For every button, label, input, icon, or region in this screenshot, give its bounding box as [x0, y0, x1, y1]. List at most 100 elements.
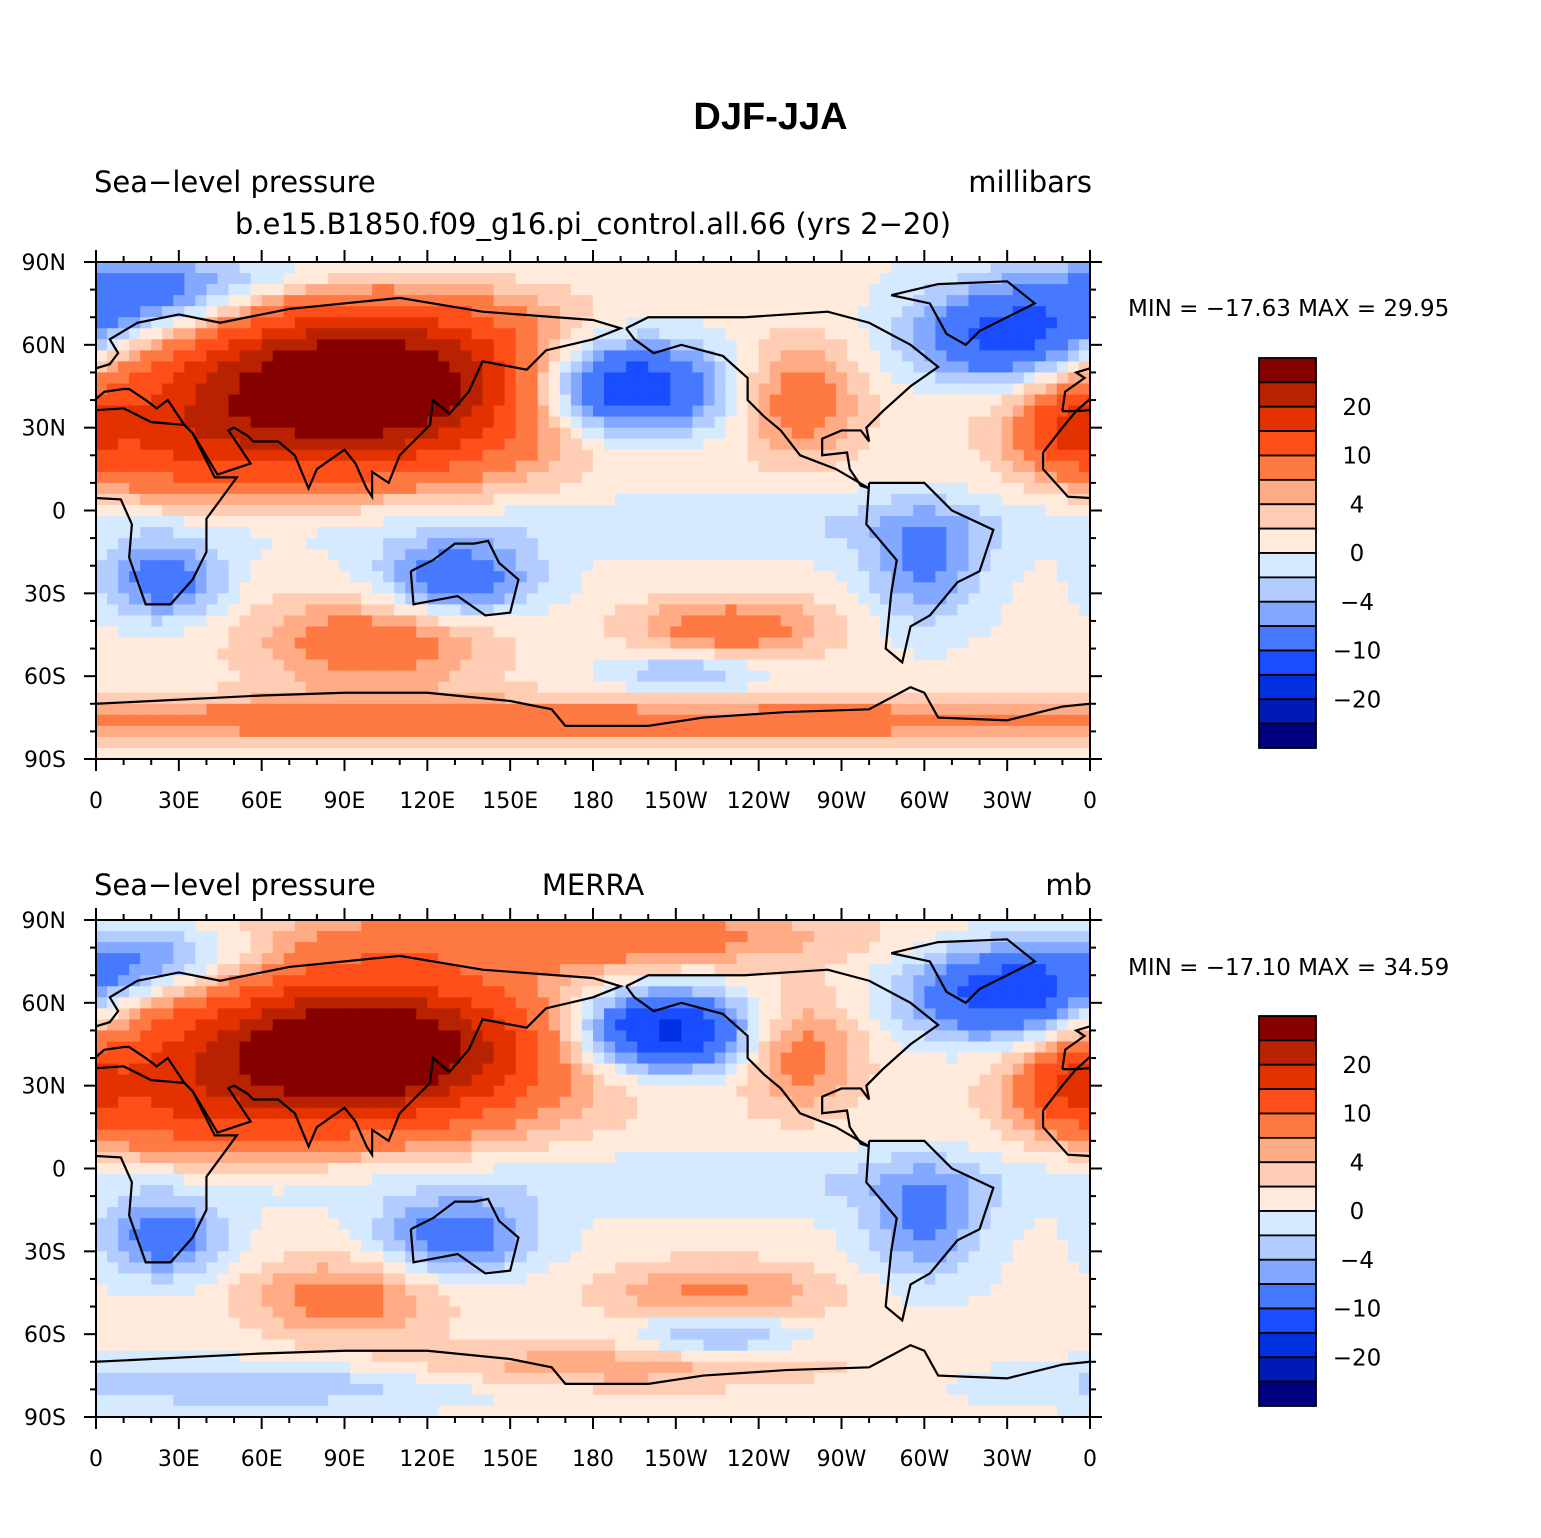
- field-cell: [438, 504, 451, 517]
- field-cell: [736, 405, 749, 418]
- field-cell: [968, 339, 981, 351]
- field-cell: [604, 747, 616, 759]
- field-cell: [449, 438, 462, 451]
- field-cell: [615, 372, 627, 385]
- field-cell: [350, 648, 362, 661]
- field-cell: [615, 538, 627, 550]
- field-cell: [526, 262, 539, 274]
- field-cell: [350, 604, 362, 617]
- field-cell: [107, 736, 119, 749]
- field-cell: [648, 615, 660, 628]
- field-cell: [217, 593, 230, 605]
- field-cell: [96, 273, 108, 285]
- field-cell: [438, 714, 451, 727]
- colorbar-box: [1258, 600, 1317, 628]
- field-cell: [239, 571, 252, 583]
- field-cell: [206, 350, 219, 362]
- field-cell: [858, 714, 870, 727]
- field-cell: [548, 350, 561, 362]
- field-cell: [1012, 383, 1025, 396]
- field-cell: [615, 527, 627, 539]
- field-cell: [338, 405, 351, 418]
- field-cell: [372, 670, 384, 683]
- field-cell: [316, 549, 329, 561]
- field-cell: [604, 560, 616, 572]
- field-cell: [780, 549, 793, 561]
- field-cell: [935, 504, 948, 517]
- field-cell: [129, 920, 141, 932]
- field-cell: [239, 736, 252, 749]
- field-cell: [968, 449, 981, 462]
- field-cell: [239, 471, 252, 484]
- field-cell: [228, 560, 241, 572]
- field-cell: [427, 504, 439, 517]
- field-cell: [493, 504, 506, 517]
- field-cell: [681, 986, 693, 998]
- field-cell: [162, 516, 174, 528]
- field-cell: [791, 670, 804, 683]
- field-cell: [394, 394, 406, 407]
- field-cell: [736, 725, 749, 738]
- field-cell: [1012, 416, 1025, 429]
- field-cell: [725, 493, 738, 506]
- field-cell: [206, 920, 219, 932]
- field-cell: [935, 482, 948, 495]
- field-cell: [968, 372, 981, 385]
- field-cell: [493, 471, 506, 484]
- field-cell: [802, 648, 815, 661]
- field-cell: [96, 516, 108, 528]
- field-cell: [504, 920, 517, 932]
- field-cell: [1034, 975, 1047, 987]
- field-cell: [957, 920, 970, 932]
- field-cell: [604, 703, 616, 716]
- field-cell: [869, 725, 881, 738]
- field-cell: [1056, 471, 1069, 484]
- field-cell: [979, 593, 992, 605]
- field-cell: [593, 383, 605, 396]
- field-cell: [515, 659, 528, 672]
- field-cell: [261, 527, 274, 539]
- field-cell: [880, 604, 892, 617]
- field-cell: [902, 942, 914, 954]
- field-cell: [692, 493, 705, 506]
- field-cell: [581, 405, 594, 418]
- field-cell: [615, 306, 627, 318]
- field-cell: [648, 571, 660, 583]
- field-cell: [769, 339, 782, 351]
- field-cell: [626, 975, 638, 987]
- field-cell: [261, 416, 274, 429]
- field-cell: [173, 747, 185, 759]
- field-cell: [780, 317, 793, 329]
- field-cell: [140, 361, 152, 374]
- field-cell: [460, 725, 473, 738]
- field-cell: [1012, 997, 1025, 1009]
- field-cell: [1078, 482, 1090, 495]
- field-cell: [405, 703, 417, 716]
- field-cell: [471, 1008, 484, 1020]
- field-cell: [228, 273, 241, 285]
- field-cell: [1078, 284, 1090, 296]
- field-cell: [394, 295, 406, 307]
- field-cell: [140, 262, 152, 274]
- field-cell: [504, 747, 517, 759]
- field-cell: [891, 582, 903, 594]
- field-cell: [626, 997, 638, 1009]
- field-cell: [703, 482, 716, 495]
- field-cell: [968, 438, 981, 451]
- field-cell: [736, 692, 749, 705]
- field-cell: [438, 361, 451, 374]
- field-cell: [140, 626, 152, 639]
- field-cell: [383, 659, 395, 672]
- field-cell: [261, 284, 274, 296]
- field-cell: [327, 593, 340, 605]
- field-cell: [714, 372, 727, 385]
- field-cell: [902, 527, 914, 539]
- field-cell: [604, 953, 616, 965]
- field-cell: [880, 262, 892, 274]
- field-cell: [515, 482, 528, 495]
- field-cell: [570, 975, 583, 987]
- field-cell: [1067, 703, 1080, 716]
- field-cell: [272, 986, 285, 998]
- field-cell: [493, 549, 506, 561]
- field-cell: [1023, 986, 1036, 998]
